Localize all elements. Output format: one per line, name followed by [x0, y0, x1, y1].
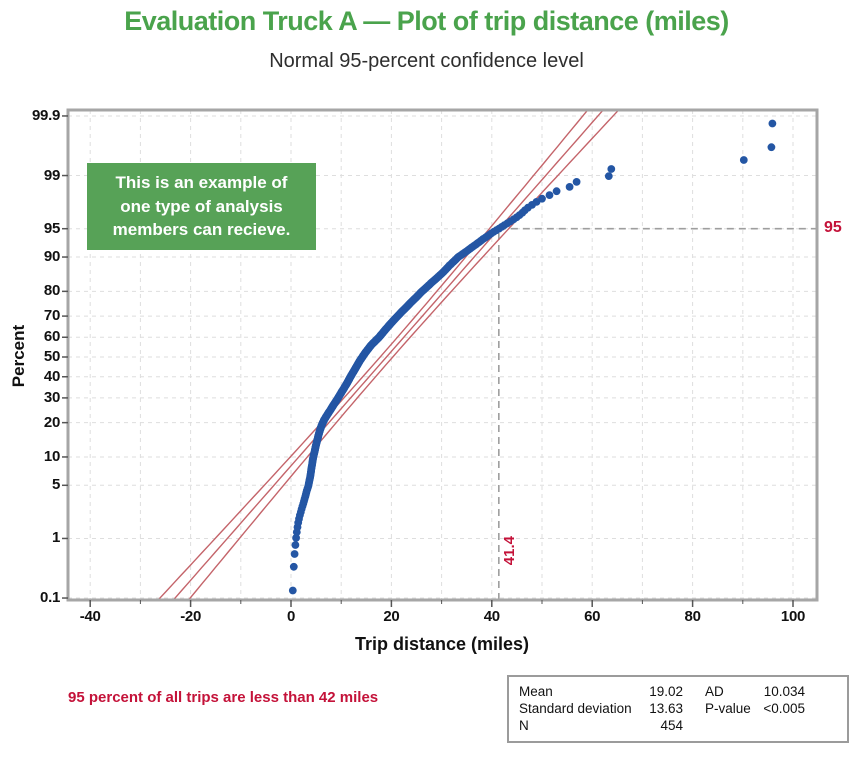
ci-upper-line	[187, 110, 620, 600]
data-point	[288, 586, 297, 595]
reference-percent-label: 95	[824, 218, 842, 236]
stat-label: N	[519, 718, 529, 733]
annotation-line: members can recieve.	[112, 220, 291, 240]
y-tick-label: 20	[43, 413, 60, 431]
y-tick-label: 30	[43, 388, 60, 406]
x-tick-label: 60	[584, 608, 601, 625]
page-title: Evaluation Truck A — Plot of trip distan…	[124, 6, 729, 36]
y-tick-label: 0.1	[40, 589, 60, 607]
data-point	[291, 541, 300, 549]
ci-lower-line	[157, 110, 589, 600]
chart-caption: 95 percent of all trips are less than 42…	[68, 689, 379, 706]
data-point	[572, 178, 581, 186]
data-point	[289, 562, 298, 571]
y-tick-label: 99.9	[32, 106, 60, 124]
x-tick-label: 0	[286, 608, 296, 625]
x-tick-label: -40	[79, 608, 101, 625]
x-tick-label: 80	[684, 608, 701, 625]
x-tick-label: 40	[483, 608, 500, 625]
data-point	[607, 165, 616, 173]
stat-row-stdev: Standard deviation 13.63	[519, 701, 683, 716]
y-tick-label: 50	[43, 348, 60, 365]
x-tick-label: 20	[383, 608, 400, 625]
fit-and-ci-group	[157, 110, 620, 600]
x-tick-label: 100	[780, 608, 806, 625]
y-tick-label: 80	[43, 282, 60, 300]
y-tick-label: 70	[43, 307, 60, 325]
stat-label: Standard deviation	[519, 701, 632, 716]
y-tick-label: 5	[51, 476, 60, 494]
scatter-points	[288, 119, 777, 595]
stats-column-right: AD 10.034 P-value <0.005	[705, 684, 805, 733]
stat-row-mean: Mean 19.02	[519, 684, 683, 699]
annotation-box: This is an example of one type of analys…	[87, 163, 316, 250]
stat-label: AD	[705, 684, 724, 699]
y-tick-label: 60	[43, 328, 60, 346]
stat-value: 13.63	[649, 701, 683, 716]
data-point	[604, 172, 613, 181]
data-point	[739, 156, 748, 164]
stat-value: 19.02	[649, 684, 683, 699]
stats-column-left: Mean 19.02 Standard deviation 13.63 N 45…	[519, 684, 683, 733]
y-tick-label: 1	[51, 529, 60, 547]
data-point	[552, 187, 561, 196]
x-axis-title: Trip distance (miles)	[354, 634, 530, 654]
data-point	[538, 194, 546, 203]
stat-label: P-value	[705, 701, 751, 716]
annotation-line: one type of analysis	[120, 196, 283, 216]
data-point	[768, 119, 777, 128]
stat-label: Mean	[519, 684, 553, 699]
stat-value: <0.005	[763, 701, 805, 716]
stat-value: 10.034	[763, 684, 805, 699]
y-tick-label: 99	[43, 166, 60, 184]
annotation-line: This is an example of	[115, 172, 288, 192]
stat-row-n: N 454	[519, 718, 683, 733]
fit-line	[172, 110, 605, 600]
y-tick-label: 90	[43, 248, 60, 266]
reference-value-label: 41.4	[500, 536, 518, 566]
x-tick-label: -20	[180, 608, 201, 625]
stat-value: 454	[660, 718, 683, 733]
stat-row-pvalue: P-value <0.005	[705, 701, 805, 716]
stats-table: Mean 19.02 Standard deviation 13.63 N 45…	[507, 675, 849, 743]
y-tick-label: 40	[43, 367, 60, 385]
data-point	[565, 183, 574, 191]
data-point	[767, 143, 776, 152]
data-point	[545, 191, 554, 200]
y-tick-label: 10	[43, 447, 60, 465]
data-point	[292, 534, 300, 542]
stat-row-ad: AD 10.034	[705, 684, 805, 699]
y-tick-label: 95	[43, 219, 60, 237]
page-subtitle: Normal 95-percent confidence level	[269, 50, 584, 72]
data-point	[290, 550, 299, 558]
plot-frame	[66, 108, 819, 602]
